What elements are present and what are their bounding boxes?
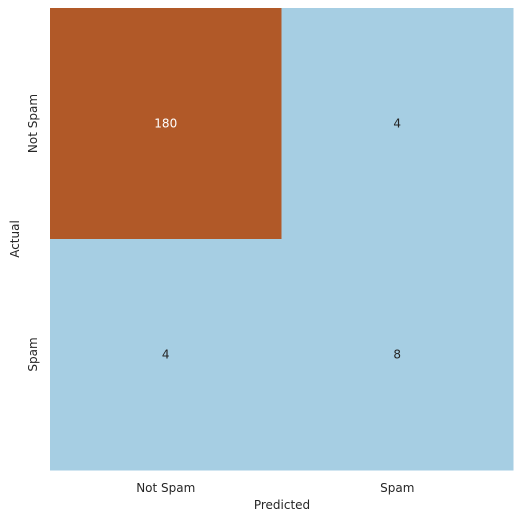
y-tick-labels: Not Spam Spam bbox=[26, 94, 40, 372]
heatmap-cell-spam-vs-not-spam bbox=[50, 239, 282, 471]
x-tick-labels: Not Spam Spam bbox=[136, 481, 414, 495]
y-tick-label: Not Spam bbox=[26, 94, 40, 153]
cell-value-label: 4 bbox=[393, 117, 401, 131]
cell-value-label: 8 bbox=[393, 348, 401, 362]
heatmap-cell-not-spam-vs-spam bbox=[281, 8, 514, 240]
y-axis-label: Actual bbox=[8, 220, 22, 258]
heatmap-cell-spam-vs-spam bbox=[281, 239, 514, 471]
y-tick-label: Spam bbox=[26, 337, 40, 371]
heatmap-cells bbox=[50, 8, 514, 471]
cell-value-label: 180 bbox=[154, 117, 177, 131]
x-tick-label: Not Spam bbox=[136, 481, 195, 495]
heatmap-cell-labels: 180 4 4 8 bbox=[154, 117, 401, 362]
x-axis-label: Predicted bbox=[254, 498, 310, 512]
heatmap-cell-not-spam-vs-not-spam bbox=[50, 8, 282, 240]
cell-value-label: 4 bbox=[162, 348, 170, 362]
x-tick-label: Spam bbox=[380, 481, 414, 495]
